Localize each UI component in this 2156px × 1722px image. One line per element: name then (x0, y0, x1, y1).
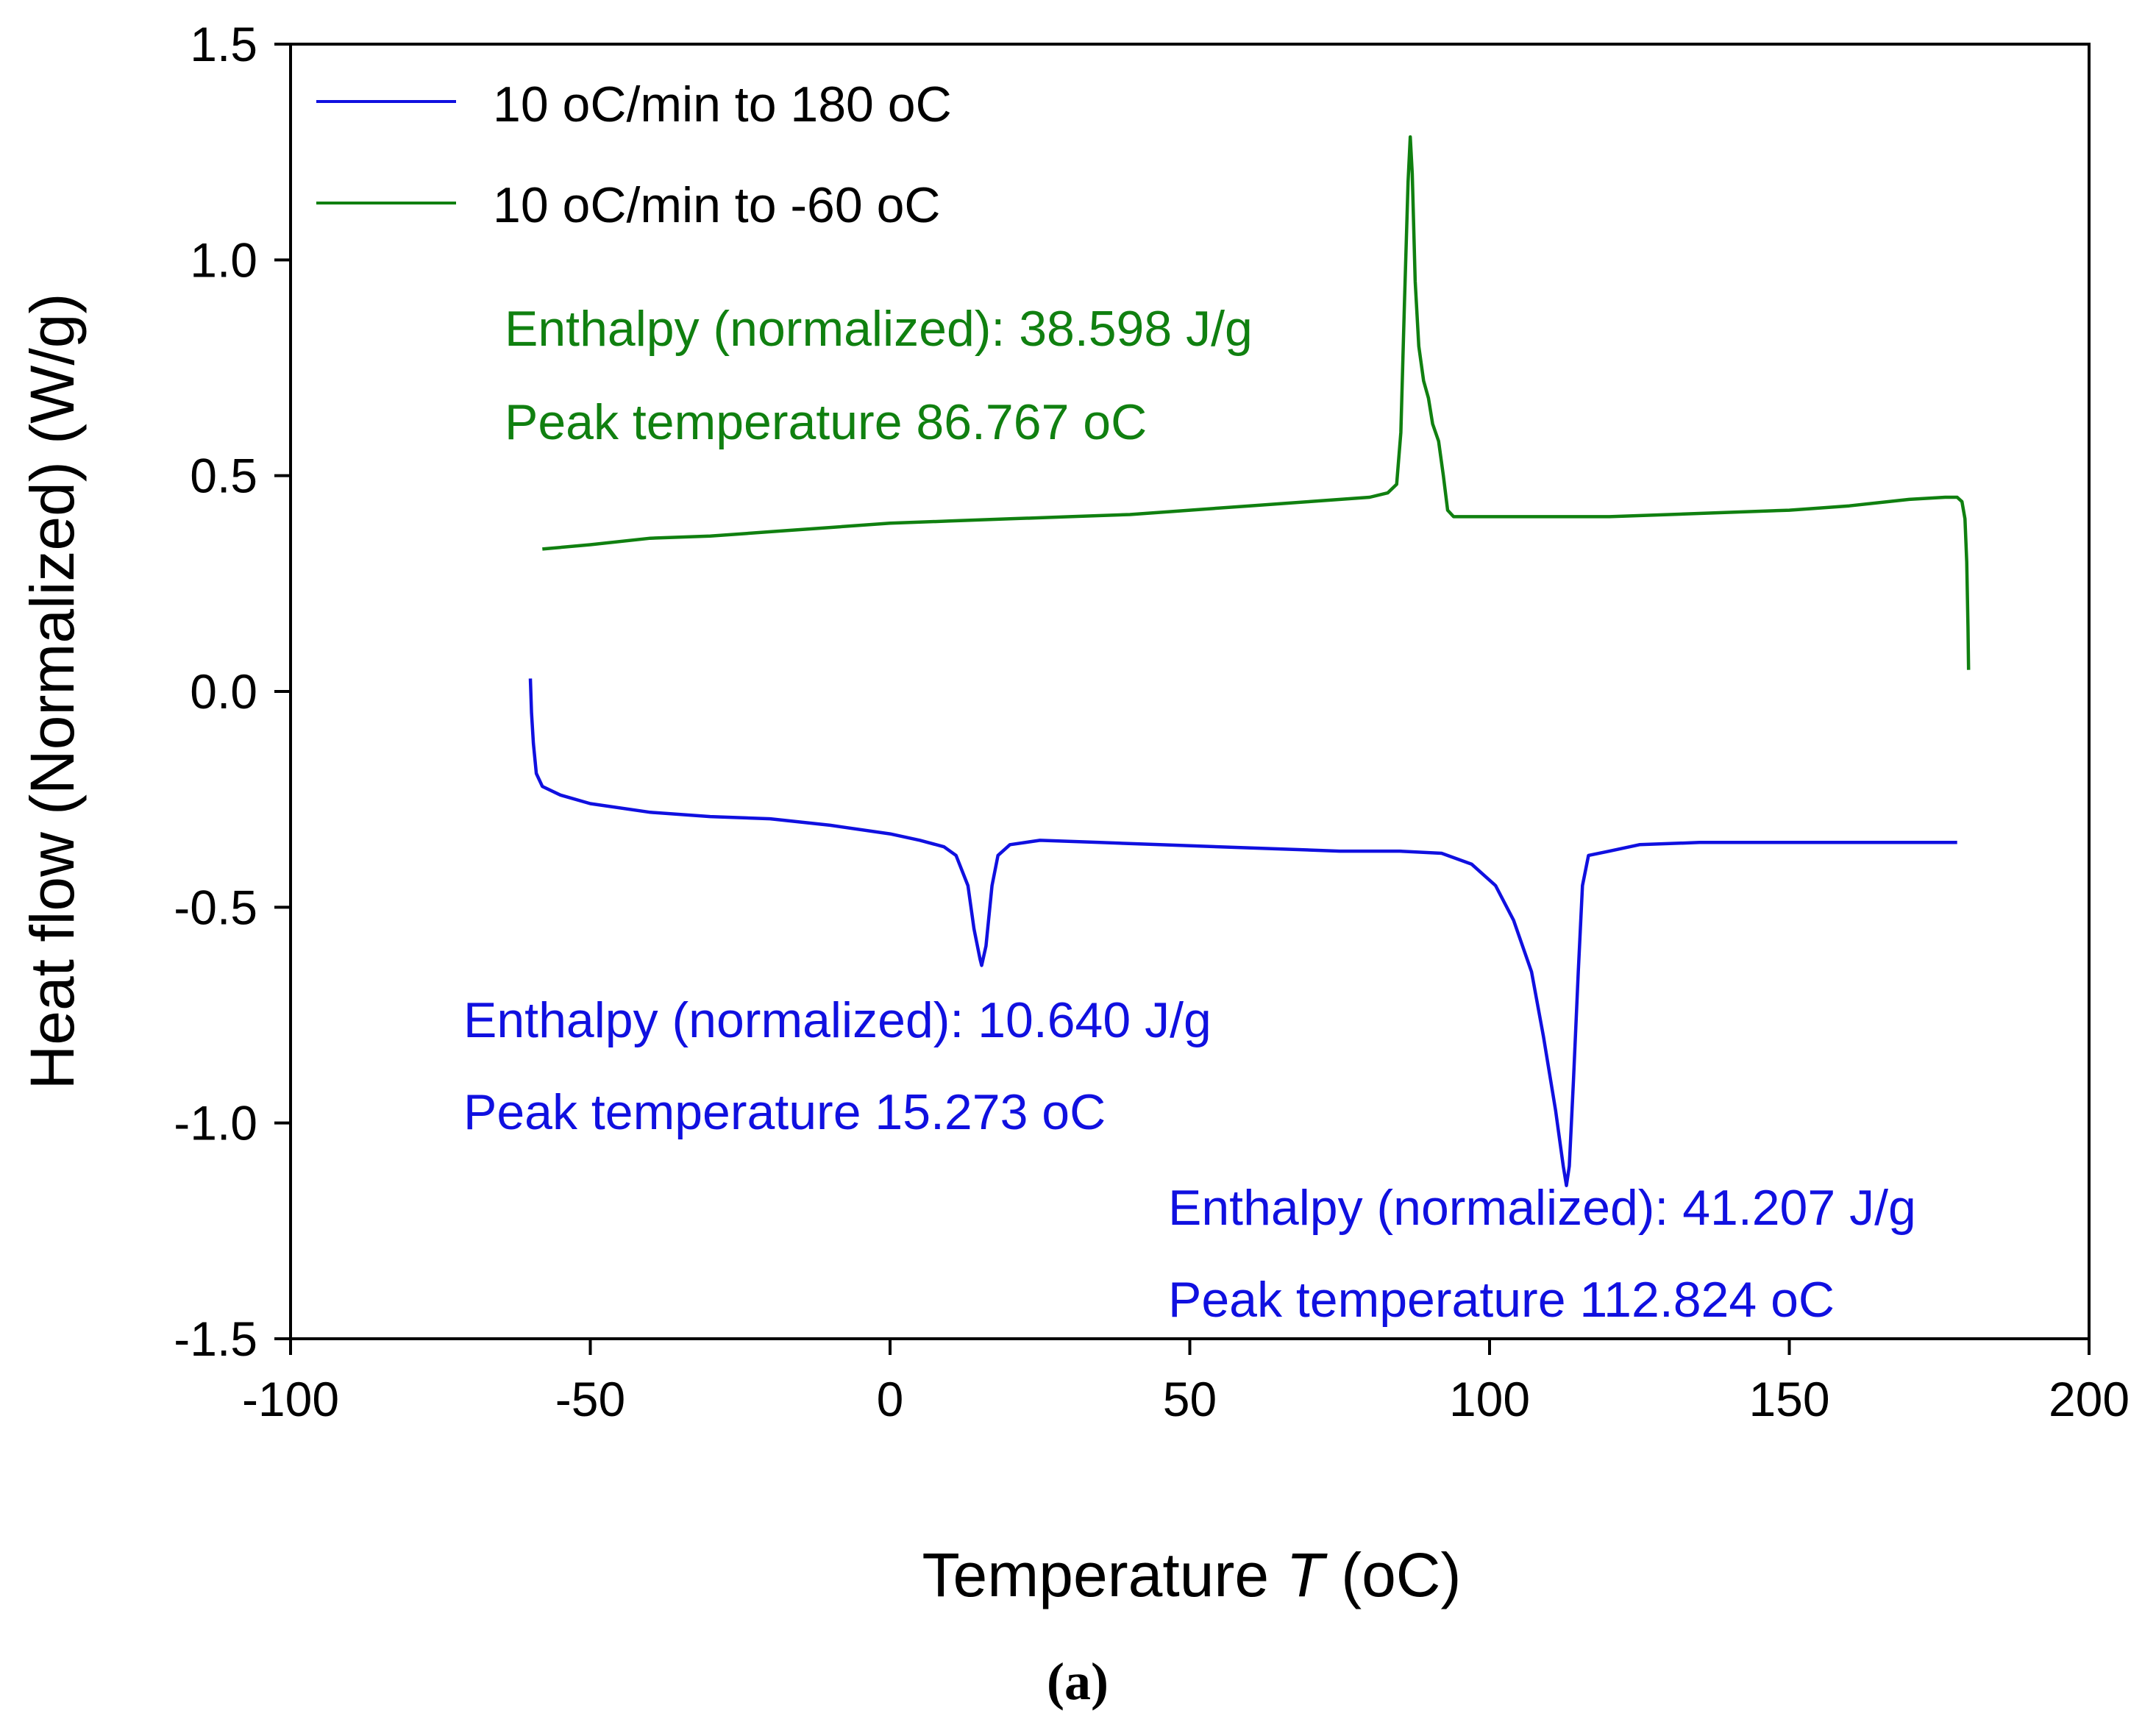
y-tick-label: 0.5 (190, 449, 257, 503)
y-tick-label: 1.0 (190, 232, 257, 287)
y-tick-label: 1.5 (190, 17, 257, 71)
x-axis-title: Temperature T (oC) (922, 1540, 1462, 1609)
y-tick-label: -1.5 (174, 1312, 257, 1366)
x-tick-label: 100 (1449, 1372, 1530, 1426)
axis-ticks: -100 -50 0 50 100 150 200 1.5 1.0 0.5 0.0 -0.5 -1.0 -… (174, 17, 2130, 1426)
annotation-cold-transition-enthalpy: Enthalpy (normalized): 10.640 J/g (463, 992, 1212, 1048)
y-axis-title: Heat flow (Normalized) (W/g) (18, 293, 87, 1090)
series-line-heating (528, 678, 1957, 1187)
plot-frame (289, 43, 2091, 1340)
x-tick-label: 200 (2049, 1372, 2130, 1426)
x-tick-label: 50 (1163, 1372, 1217, 1426)
y-tick-label: -1.0 (174, 1096, 257, 1150)
x-tick-label: -100 (242, 1372, 339, 1426)
annotation-crystallization-enthalpy: Enthalpy (normalized): 38.598 J/g (505, 301, 1253, 357)
x-tick-label: -50 (555, 1372, 625, 1426)
series-layer (528, 135, 1971, 1187)
y-tick-label: 0.0 (190, 664, 257, 719)
annotation-melting-peak: Peak temperature 112.824 oC (1168, 1272, 1835, 1328)
series-line-cooling (542, 135, 1971, 670)
annotation-melting: Enthalpy (normalized): 41.207 J/g Peak t… (1168, 1180, 1916, 1328)
subfigure-label: (a) (1047, 1652, 1109, 1711)
x-tick-label: 0 (877, 1372, 904, 1426)
legend-label-heating: 10 oC/min to 180 oC (493, 77, 952, 132)
annotation-crystallization: Enthalpy (normalized): 38.598 J/g Peak t… (505, 301, 1253, 450)
annotation-melting-enthalpy: Enthalpy (normalized): 41.207 J/g (1168, 1180, 1916, 1236)
y-tick-label: -0.5 (174, 880, 257, 934)
annotation-cold-transition-peak: Peak temperature 15.273 oC (463, 1084, 1106, 1140)
annotation-cold-transition: Enthalpy (normalized): 10.640 J/g Peak t… (463, 992, 1212, 1140)
legend: 10 oC/min to 180 oC 10 oC/min to -60 oC (316, 77, 952, 233)
annotation-crystallization-peak: Peak temperature 86.767 oC (505, 394, 1147, 450)
legend-label-cooling: 10 oC/min to -60 oC (493, 177, 941, 233)
x-tick-label: 150 (1748, 1372, 1829, 1426)
